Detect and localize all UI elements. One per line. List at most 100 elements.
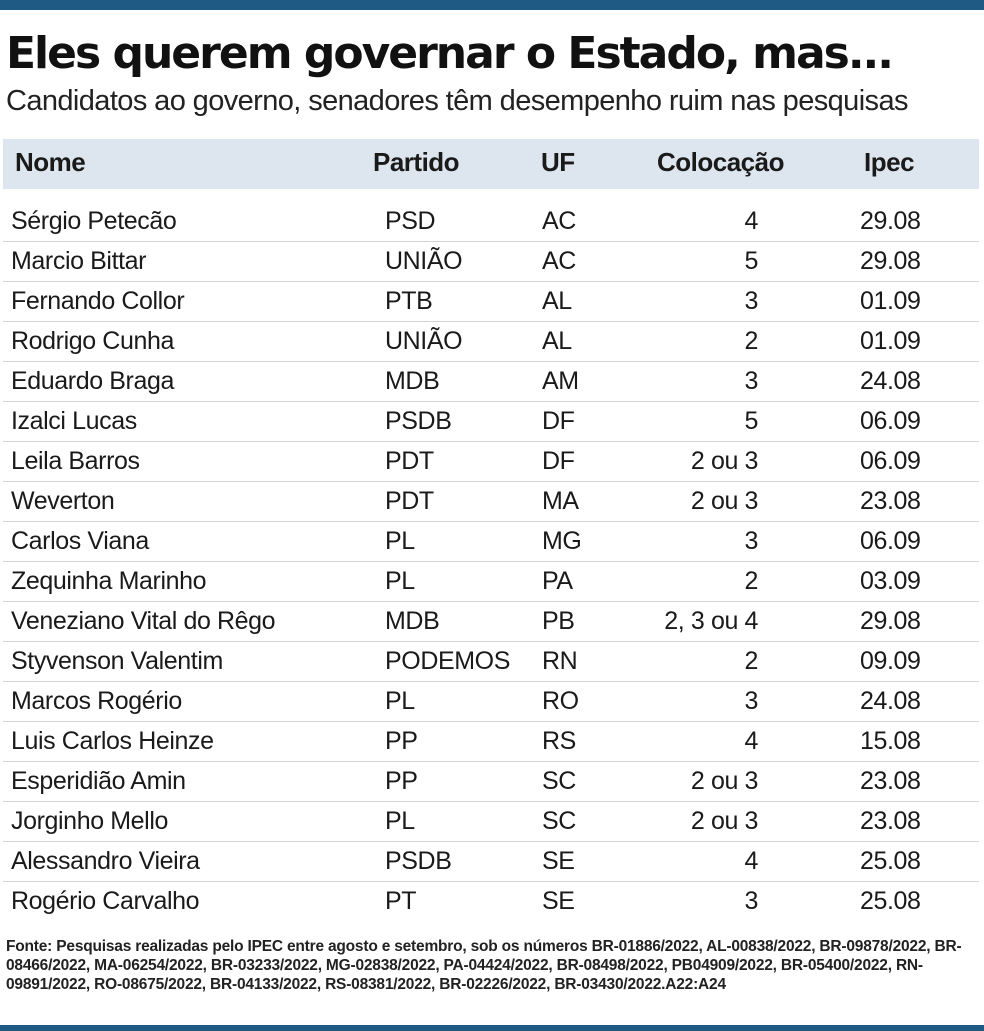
cell-nome: Jorginho Mello	[11, 807, 168, 835]
cell-colocacao: 2	[744, 327, 758, 355]
table-row: Styvenson Valentim PODEMOS RN 2 09.09	[3, 642, 979, 682]
table-row: Fernando Collor PTB AL 3 01.09	[3, 282, 979, 322]
cell-ipec: 01.09	[860, 327, 921, 355]
header-uf: UF	[541, 147, 575, 177]
table-row: Veneziano Vital do Rêgo MDB PB 2, 3 ou 4 29.…	[3, 602, 979, 642]
page-title: Eles querem governar o Estado, mas...	[6, 28, 894, 79]
cell-partido: PODEMOS	[385, 647, 510, 675]
cell-ipec: 23.08	[860, 767, 921, 795]
table-row: Leila Barros PDT DF 2 ou 3 06.09	[3, 442, 979, 482]
table-row: Rogério Carvalho PT SE 3 25.08	[3, 882, 979, 921]
cell-uf: SE	[542, 847, 575, 875]
cell-nome: Weverton	[11, 487, 115, 515]
cell-uf: PB	[542, 607, 575, 635]
cell-uf: AM	[542, 367, 579, 395]
cell-nome: Marcos Rogério	[11, 687, 182, 715]
cell-colocacao: 3	[744, 527, 758, 555]
cell-nome: Marcio Bittar	[11, 247, 147, 275]
cell-nome: Sérgio Petecão	[11, 207, 177, 235]
cell-partido: PP	[385, 767, 418, 795]
table-row: Carlos Viana PL MG 3 06.09	[3, 522, 979, 562]
top-accent-bar	[0, 0, 984, 10]
cell-partido: PT	[385, 887, 417, 915]
cell-partido: PTB	[385, 287, 433, 315]
cell-partido: PL	[385, 527, 415, 555]
cell-ipec: 06.09	[860, 447, 921, 475]
cell-uf: DF	[542, 447, 575, 475]
cell-colocacao: 3	[744, 367, 758, 395]
cell-ipec: 25.08	[860, 847, 921, 875]
cell-partido: PL	[385, 687, 415, 715]
cell-partido: PSD	[385, 207, 436, 235]
cell-colocacao: 5	[744, 247, 758, 275]
bottom-accent-bar	[0, 1025, 984, 1031]
cell-colocacao: 2 ou 3	[690, 807, 759, 835]
cell-partido: MDB	[385, 367, 440, 395]
table-row: Alessandro Vieira PSDB SE 4 25.08	[3, 842, 979, 882]
cell-colocacao: 2, 3 ou 4	[664, 607, 758, 635]
cell-nome: Veneziano Vital do Rêgo	[11, 607, 276, 635]
header-partido: Partido	[373, 147, 460, 177]
cell-nome: Styvenson Valentim	[11, 647, 223, 675]
cell-nome: Carlos Viana	[11, 527, 149, 555]
table-row: Sérgio Petecão PSD AC 4 29.08	[3, 202, 979, 242]
table-row: Izalci Lucas PSDB DF 5 06.09	[3, 402, 979, 442]
cell-colocacao: 3	[744, 687, 758, 715]
table-row: Marcos Rogério PL RO 3 24.08	[3, 682, 979, 722]
header-ipec: Ipec	[864, 147, 915, 177]
cell-ipec: 01.09	[860, 287, 921, 315]
table-body: Sérgio Petecão PSD AC 4 29.08 Marcio Bittar UN…	[0, 202, 984, 921]
source-note: Fonte: Pesquisas realizadas pelo IPEC en…	[6, 938, 962, 993]
table-header: Nome Partido UF Colocação Ipec	[3, 139, 979, 189]
cell-uf: SC	[542, 767, 576, 795]
cell-ipec: 06.09	[860, 527, 921, 555]
cell-colocacao: 4	[744, 207, 758, 235]
cell-uf: RO	[542, 687, 579, 715]
cell-ipec: 03.09	[860, 567, 921, 595]
cell-colocacao: 2	[744, 647, 758, 675]
cell-nome: Izalci Lucas	[11, 407, 137, 435]
cell-colocacao: 5	[744, 407, 758, 435]
cell-colocacao: 3	[744, 887, 758, 915]
table-row: Marcio Bittar UNIÃO AC 5 29.08	[3, 242, 979, 282]
cell-ipec: 29.08	[860, 607, 921, 635]
cell-uf: PA	[542, 567, 573, 595]
table-row: Esperidião Amin PP SC 2 ou 3 23.08	[3, 762, 979, 802]
header-colocacao: Colocação	[657, 147, 785, 177]
cell-uf: RN	[542, 647, 578, 675]
cell-partido: PL	[385, 567, 415, 595]
cell-nome: Rogério Carvalho	[11, 887, 200, 915]
cell-partido: UNIÃO	[385, 247, 463, 275]
cell-colocacao: 2 ou 3	[690, 767, 759, 795]
cell-uf: DF	[542, 407, 575, 435]
cell-ipec: 24.08	[860, 367, 921, 395]
cell-ipec: 25.08	[860, 887, 921, 915]
table-row: Rodrigo Cunha UNIÃO AL 2 01.09	[3, 322, 979, 362]
cell-partido: PSDB	[385, 847, 452, 875]
cell-partido: PSDB	[385, 407, 452, 435]
header-nome: Nome	[15, 147, 86, 177]
cell-nome: Esperidião Amin	[11, 767, 186, 795]
cell-ipec: 29.08	[860, 207, 921, 235]
table-row: Weverton PDT MA 2 ou 3 23.08	[3, 482, 979, 522]
cell-nome: Alessandro Vieira	[11, 847, 200, 875]
cell-partido: PDT	[385, 487, 434, 515]
cell-partido: PDT	[385, 447, 434, 475]
table-row: Luis Carlos Heinze PP RS 4 15.08	[3, 722, 979, 762]
cell-ipec: 09.09	[860, 647, 921, 675]
cell-partido: PP	[385, 727, 418, 755]
cell-partido: MDB	[385, 607, 440, 635]
cell-colocacao: 2 ou 3	[690, 447, 759, 475]
cell-partido: PL	[385, 807, 415, 835]
table-row: Eduardo Braga MDB AM 3 24.08	[3, 362, 979, 402]
cell-uf: SC	[542, 807, 576, 835]
cell-ipec: 23.08	[860, 487, 921, 515]
cell-colocacao: 4	[744, 727, 758, 755]
cell-colocacao: 3	[744, 287, 758, 315]
cell-ipec: 06.09	[860, 407, 921, 435]
cell-ipec: 24.08	[860, 687, 921, 715]
cell-uf: RS	[542, 727, 576, 755]
cell-nome: Rodrigo Cunha	[11, 327, 174, 355]
cell-colocacao: 4	[744, 847, 758, 875]
cell-colocacao: 2	[744, 567, 758, 595]
